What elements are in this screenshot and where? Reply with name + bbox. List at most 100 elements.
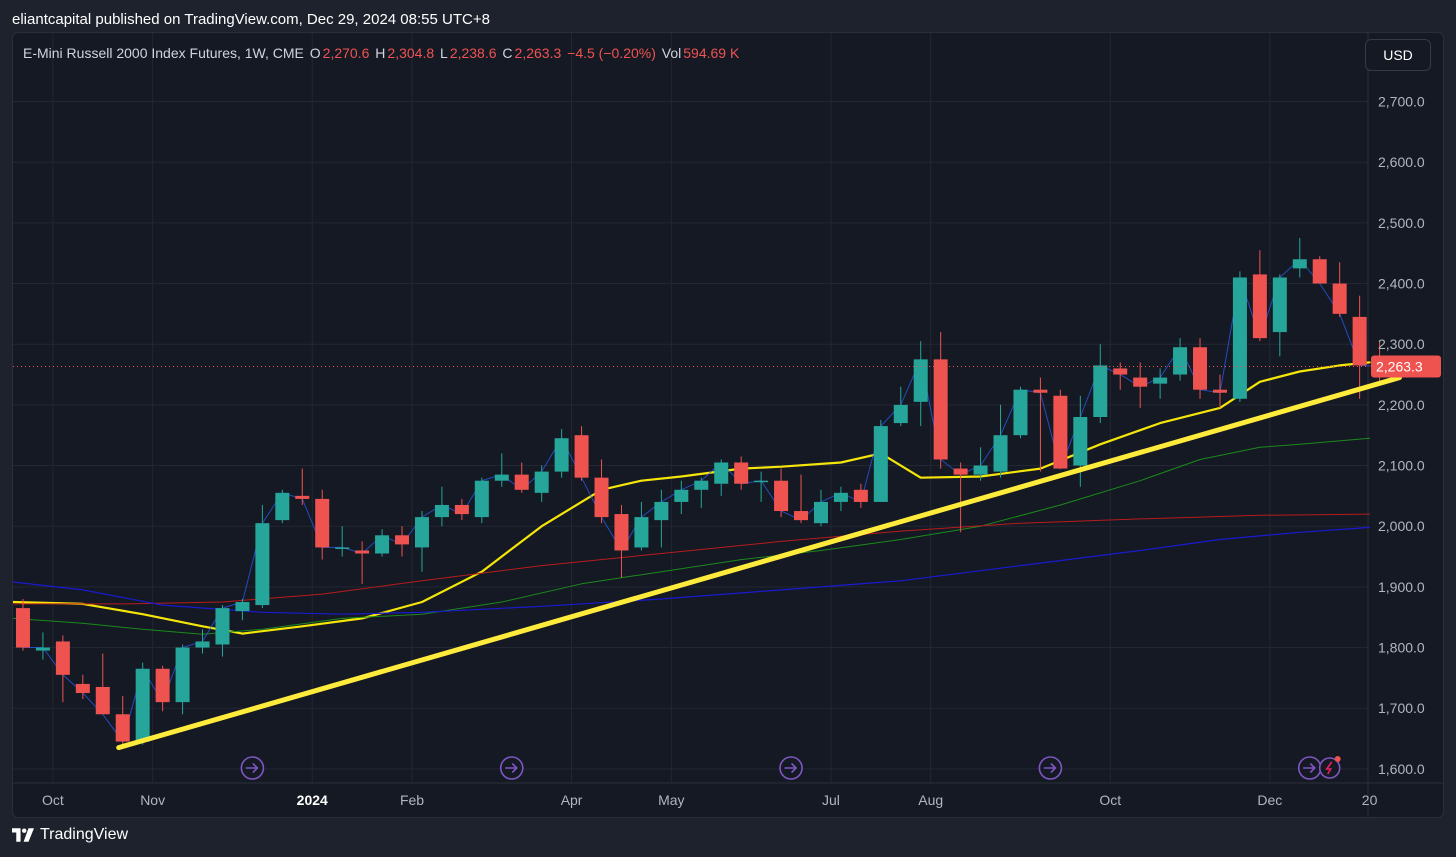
- candle: [1272, 274, 1287, 357]
- event-marker-icon[interactable]: [1297, 756, 1322, 780]
- candle: [1053, 389, 1068, 469]
- candle-body: [774, 480, 789, 512]
- candle: [853, 483, 868, 508]
- candles: [15, 238, 1387, 748]
- candle: [195, 629, 210, 654]
- candle: [1312, 256, 1327, 284]
- candle-body: [514, 474, 529, 490]
- candle-body: [1352, 316, 1367, 366]
- x-tick-label: 2024: [297, 792, 328, 808]
- candle: [155, 665, 170, 712]
- candle: [694, 477, 709, 508]
- candle: [1093, 344, 1108, 424]
- candle: [295, 468, 310, 505]
- candle-body: [754, 480, 769, 483]
- candle-body: [414, 517, 429, 548]
- candle-body: [315, 498, 330, 548]
- event-marker-arrow: [1043, 763, 1057, 773]
- candle: [614, 504, 629, 578]
- tradingview-logo-icon: [12, 828, 34, 842]
- candle: [55, 635, 70, 703]
- candle: [833, 486, 848, 512]
- candle-body: [95, 686, 110, 715]
- candle: [993, 404, 1008, 478]
- legend-volume-value: 594.69 K: [683, 45, 740, 61]
- event-marker-icon[interactable]: [779, 756, 803, 780]
- trendline: [116, 375, 1402, 751]
- candle-body: [1133, 377, 1148, 387]
- candle: [574, 426, 589, 481]
- candle: [1212, 374, 1227, 408]
- candle-body: [1193, 347, 1208, 390]
- candle: [95, 653, 110, 715]
- lightning-ring: [1318, 757, 1341, 779]
- event-marker-arrow: [1302, 763, 1316, 773]
- legend-low-label: L: [440, 45, 448, 61]
- y-tick-label: 2,100.0: [1378, 458, 1425, 474]
- candle: [913, 341, 928, 427]
- sma-blue-line: [13, 526, 1371, 615]
- candle: [754, 471, 769, 502]
- x-tick-label: Dec: [1257, 792, 1282, 808]
- legend-low-value: 2,238.6: [449, 45, 497, 61]
- event-marker-icon[interactable]: [1038, 756, 1063, 780]
- legend-symbol: E-Mini Russell 2000 Index Futures, 1W, C…: [23, 45, 304, 61]
- candle-body: [175, 647, 190, 703]
- candle-body: [594, 477, 609, 518]
- candle-body: [1053, 395, 1068, 469]
- candle: [315, 489, 330, 560]
- candle-body: [734, 462, 749, 484]
- x-tick-label: Apr: [561, 792, 583, 808]
- y-tick-label: 1,800.0: [1378, 640, 1425, 656]
- candle: [135, 662, 150, 745]
- published-caption: eliantcapital published on TradingView.c…: [12, 11, 490, 28]
- candle-body: [335, 547, 350, 549]
- notification-dot: [1334, 756, 1341, 762]
- candle-body: [574, 435, 589, 478]
- candle: [494, 453, 509, 487]
- candle: [1033, 377, 1048, 472]
- event-marker-icon[interactable]: [240, 756, 265, 780]
- currency-button[interactable]: USD: [1365, 39, 1431, 71]
- candle: [594, 459, 609, 524]
- event-marker-arrow: [784, 763, 798, 773]
- candle: [1173, 338, 1188, 381]
- candle: [634, 501, 649, 551]
- candle-body: [973, 465, 988, 475]
- candle: [933, 332, 948, 469]
- candle: [1352, 295, 1367, 399]
- chart-area[interactable]: 2,700.0 2,600.0 2,500.0 2,400.0 2,300.0 2,200…: [12, 32, 1444, 818]
- candle: [375, 529, 390, 557]
- candle-body: [155, 668, 170, 703]
- candle-body: [873, 426, 888, 502]
- candle-body: [255, 523, 270, 606]
- legend-high-value: 2,304.8: [387, 45, 435, 61]
- legend-volume-label: Vol: [661, 45, 682, 61]
- candle: [794, 474, 809, 524]
- y-tick-label: 2,500.0: [1378, 215, 1425, 231]
- candle-body: [554, 438, 569, 472]
- event-marker-arrow: [245, 763, 259, 773]
- candle: [1332, 262, 1347, 317]
- footer-brand[interactable]: TradingView: [12, 826, 128, 844]
- legend-open-label: O: [309, 45, 321, 61]
- candle-body: [933, 359, 948, 460]
- candle-body: [195, 641, 210, 648]
- candle-body: [355, 550, 370, 554]
- candle: [813, 489, 828, 527]
- x-tick-label: Feb: [400, 792, 424, 808]
- candle: [714, 459, 729, 496]
- candle: [1232, 271, 1247, 402]
- candle: [175, 644, 190, 715]
- candle: [395, 526, 410, 557]
- candle-body: [1113, 368, 1128, 375]
- candle: [893, 386, 908, 427]
- candle-body: [1272, 277, 1287, 333]
- candle-body: [654, 501, 669, 521]
- last-price-label: 2,263.3: [1376, 358, 1423, 374]
- event-marker-icon[interactable]: [499, 756, 524, 780]
- price-chart[interactable]: 2,700.0 2,600.0 2,500.0 2,400.0 2,300.0 2,200…: [13, 33, 1443, 817]
- grid: [13, 33, 1368, 783]
- candle-body: [474, 480, 489, 518]
- candle: [235, 599, 250, 621]
